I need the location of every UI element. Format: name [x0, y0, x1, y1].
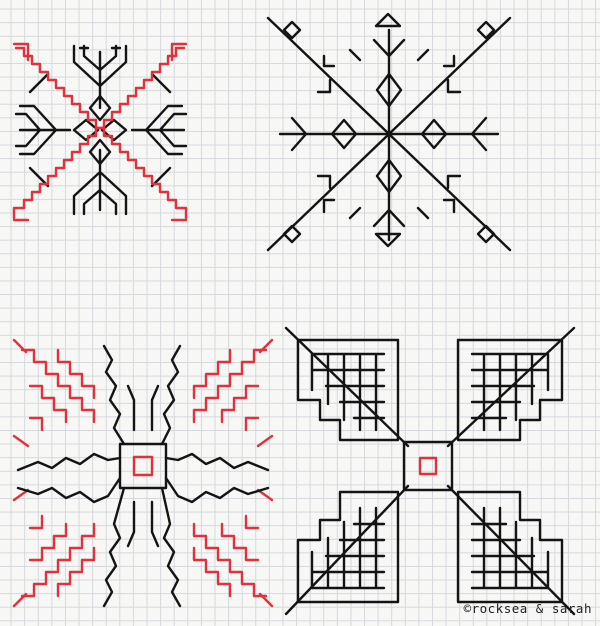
copyright-credit: ©rocksea & sarah — [463, 601, 592, 616]
motif-bottom-right — [284, 326, 576, 616]
motif-top-left — [12, 42, 188, 222]
motif-top-right — [266, 12, 512, 252]
motif-bottom-left — [12, 338, 274, 608]
